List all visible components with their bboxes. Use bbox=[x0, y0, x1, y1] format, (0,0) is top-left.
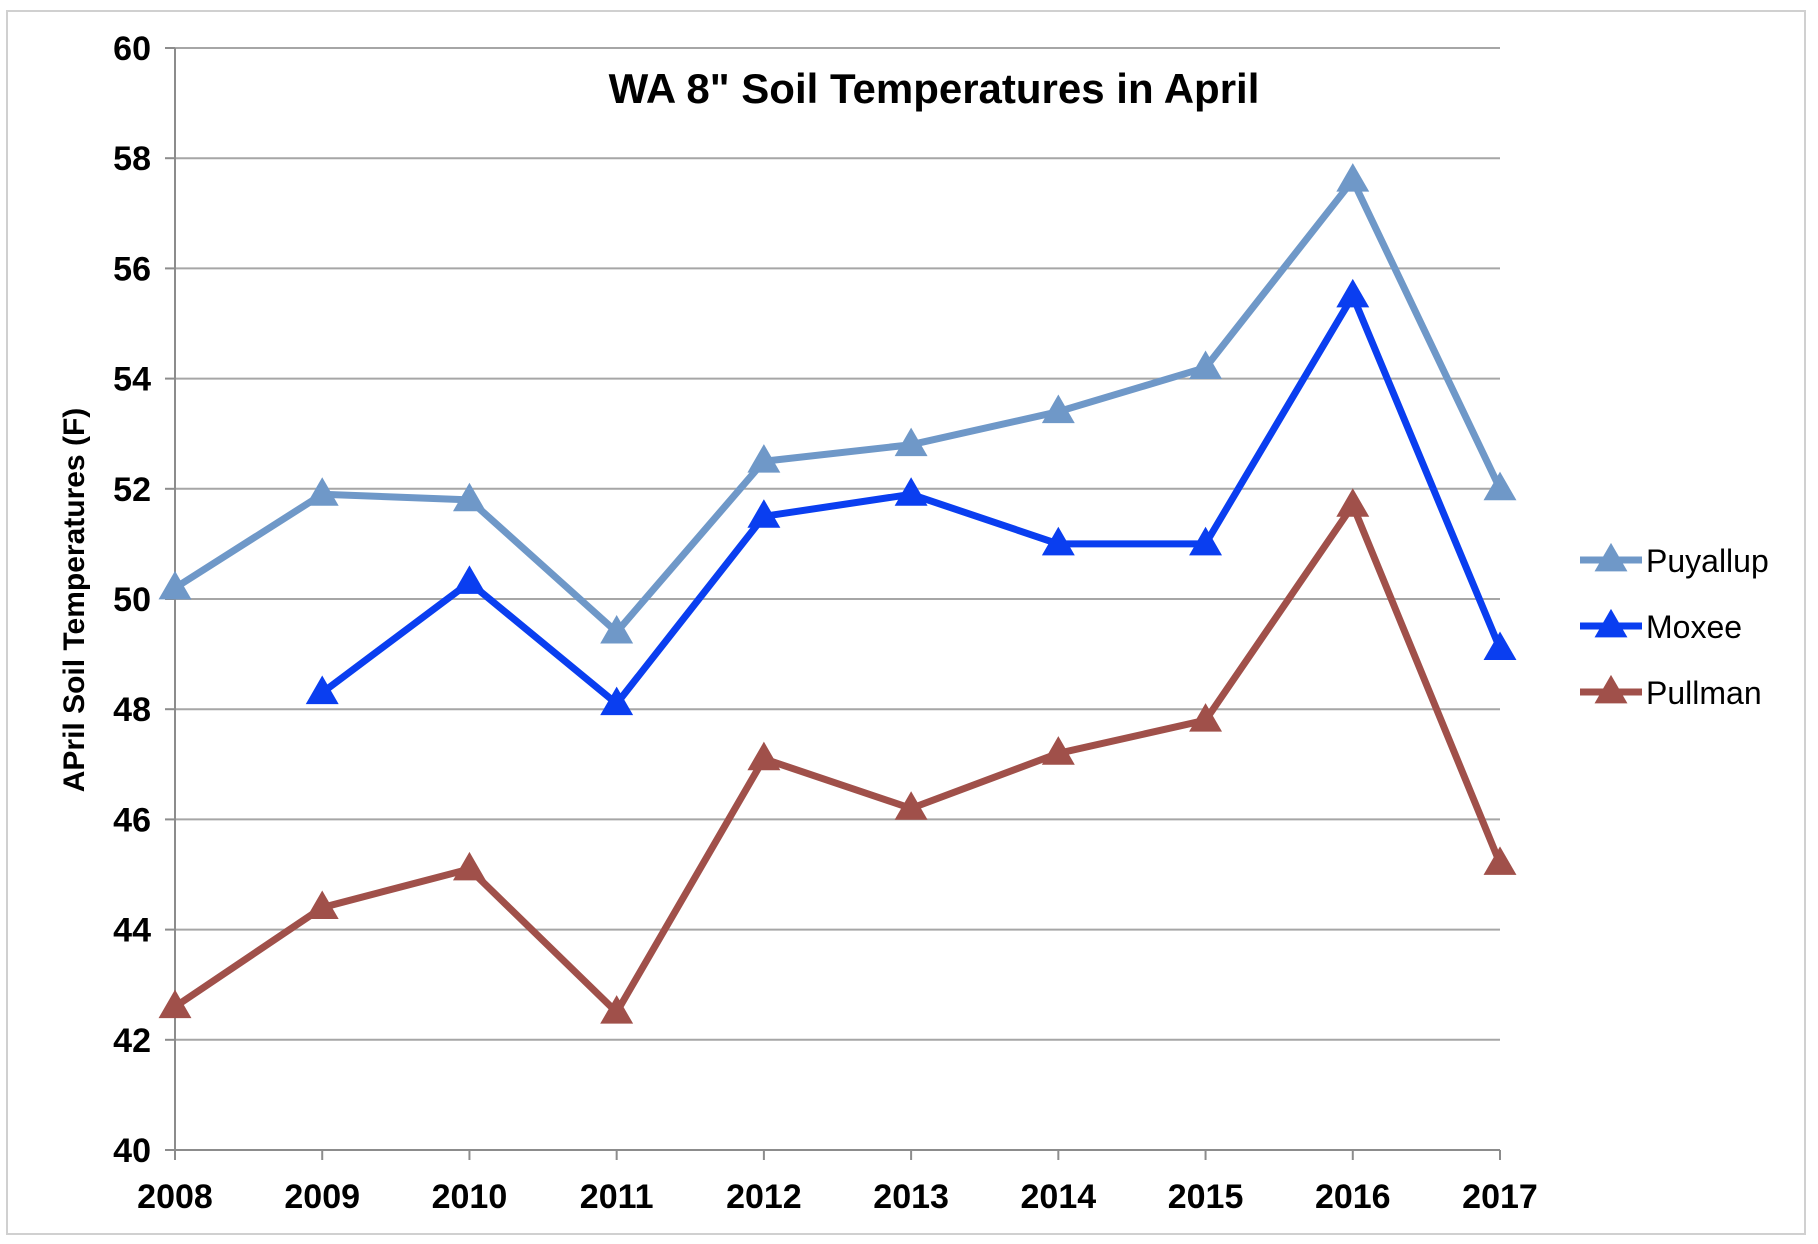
x-tick-label: 2010 bbox=[432, 1178, 508, 1216]
x-tick-label: 2014 bbox=[1021, 1178, 1097, 1216]
data-point-moxee-2017 bbox=[1483, 631, 1517, 661]
x-tick-label: 2009 bbox=[284, 1178, 360, 1216]
series-moxee bbox=[305, 278, 1517, 716]
data-point-moxee-2012 bbox=[747, 499, 781, 528]
data-point-pullman-2012 bbox=[747, 741, 781, 771]
data-point-puyallup-2011 bbox=[600, 614, 634, 644]
data-point-puyallup-2010 bbox=[452, 482, 486, 512]
data-point-moxee-2015 bbox=[1189, 526, 1223, 556]
x-tick-label: 2012 bbox=[726, 1178, 802, 1216]
x-tick-label: 2011 bbox=[580, 1178, 654, 1216]
data-point-puyallup-2009 bbox=[305, 477, 339, 506]
data-point-moxee-2011 bbox=[600, 686, 634, 716]
grid-layer bbox=[175, 47, 1500, 1151]
data-point-pullman-2010 bbox=[452, 851, 486, 881]
y-tick-label: 46 bbox=[113, 801, 151, 839]
legend-label-pullman: Pullman bbox=[1646, 675, 1762, 711]
data-point-moxee-2016 bbox=[1336, 278, 1370, 308]
y-tick-label: 60 bbox=[113, 30, 151, 68]
data-point-moxee-2010 bbox=[452, 565, 486, 594]
legend-marker-pullman bbox=[1594, 674, 1628, 704]
y-axis-title: APril Soil Temperatures (F) bbox=[58, 408, 91, 793]
legend-item-puyallup: Puyallup bbox=[1580, 542, 1769, 579]
data-point-pullman-2013 bbox=[894, 791, 928, 820]
series-line-puyallup bbox=[171, 176, 1504, 636]
data-point-puyallup-2014 bbox=[1041, 394, 1075, 424]
series-pullman bbox=[158, 488, 1517, 1024]
data-point-moxee-2009 bbox=[305, 675, 339, 705]
data-point-pullman-2008 bbox=[158, 989, 192, 1019]
legend: Puyallup Moxee Pullman bbox=[1580, 542, 1769, 711]
y-tick-label: 40 bbox=[113, 1132, 151, 1170]
data-point-puyallup-2013 bbox=[894, 427, 928, 457]
axis-layer: 40 42 44 46 48 50 52 54 56 58 60 2008 2009 2010 2011 20… bbox=[113, 30, 1538, 1216]
legend-marker-puyallup bbox=[1594, 542, 1628, 572]
y-tick-label: 48 bbox=[113, 691, 151, 729]
legend-marker-moxee bbox=[1594, 608, 1628, 638]
legend-item-pullman: Pullman bbox=[1580, 674, 1762, 711]
legend-item-moxee: Moxee bbox=[1580, 608, 1742, 645]
y-tick-label: 42 bbox=[113, 1022, 151, 1060]
y-tick-label: 58 bbox=[113, 140, 151, 178]
data-point-pullman-2015 bbox=[1189, 703, 1223, 732]
data-point-pullman-2017 bbox=[1483, 846, 1517, 875]
series-layer bbox=[158, 163, 1517, 1024]
x-tick-label: 2008 bbox=[137, 1178, 213, 1216]
data-point-pullman-2016 bbox=[1336, 488, 1370, 517]
data-point-puyallup-2015 bbox=[1189, 350, 1223, 379]
data-point-pullman-2011 bbox=[600, 995, 634, 1024]
data-point-moxee-2013 bbox=[894, 477, 928, 506]
data-point-pullman-2014 bbox=[1041, 736, 1075, 765]
data-point-puyallup-2008 bbox=[158, 570, 192, 600]
legend-label-puyallup: Puyallup bbox=[1646, 543, 1769, 579]
y-tick-label: 52 bbox=[113, 471, 151, 509]
data-point-pullman-2009 bbox=[305, 890, 339, 919]
x-tick-label: 2016 bbox=[1315, 1178, 1391, 1216]
legend-label-moxee: Moxee bbox=[1646, 609, 1742, 645]
data-point-puyallup-2012 bbox=[747, 444, 781, 473]
chart-frame bbox=[6, 10, 1806, 1235]
y-tick-label: 54 bbox=[113, 361, 151, 399]
x-tick-label: 2013 bbox=[873, 1178, 949, 1216]
data-point-puyallup-2016 bbox=[1336, 163, 1370, 192]
series-puyallup bbox=[158, 163, 1517, 644]
data-point-puyallup-2017 bbox=[1483, 471, 1517, 501]
x-tick-label: 2017 bbox=[1462, 1178, 1538, 1216]
x-tick-label: 2015 bbox=[1168, 1178, 1244, 1216]
series-line-pullman bbox=[171, 501, 1504, 1016]
data-point-moxee-2014 bbox=[1041, 526, 1075, 556]
y-tick-label: 50 bbox=[113, 581, 151, 619]
chart-title: WA 8" Soil Temperatures in April bbox=[609, 65, 1260, 112]
y-tick-label: 56 bbox=[113, 250, 151, 288]
y-tick-label: 44 bbox=[113, 912, 151, 950]
